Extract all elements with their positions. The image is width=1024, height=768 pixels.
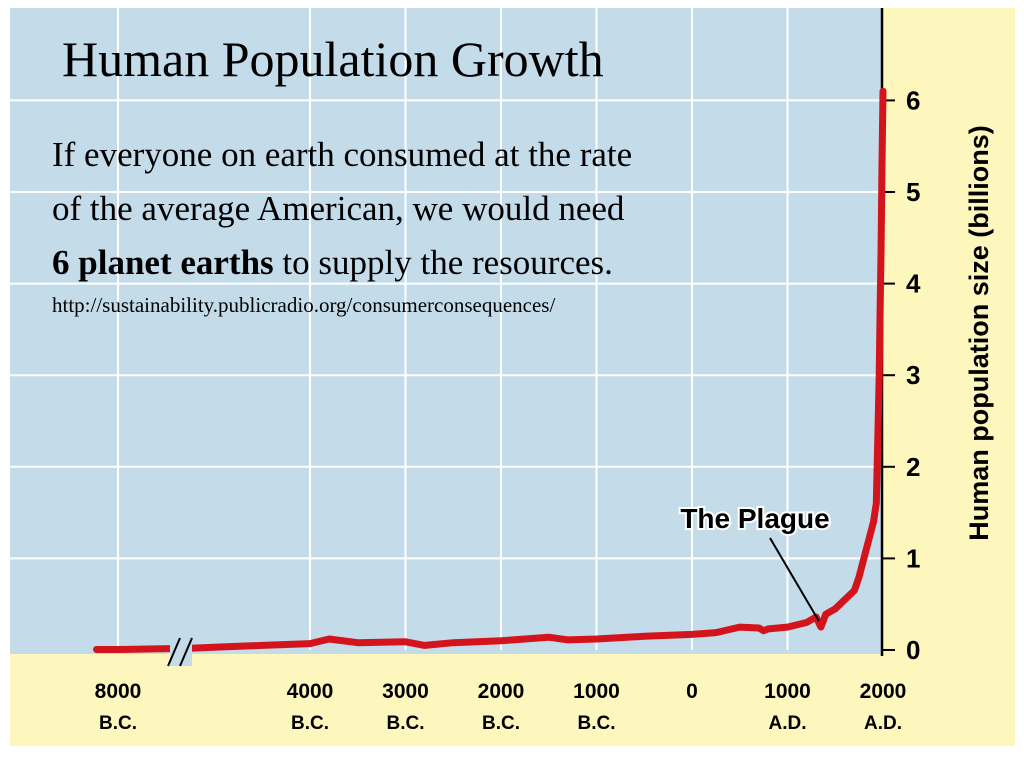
x-tick-era-label: B.C. (99, 713, 137, 734)
page-title: Human Population Growth (62, 31, 604, 87)
note-line-3: 6 planet earths to supply the resources. (52, 236, 822, 290)
y-tick-label: 4 (906, 269, 921, 299)
plague-annotation-label: The Plague (680, 503, 829, 534)
axis-break-slash (167, 637, 181, 667)
source-url[interactable]: http://sustainability.publicradio.org/co… (52, 293, 556, 317)
y-axis-label: Human population size (billions) (964, 125, 994, 541)
x-tick-era-label: B.C. (482, 713, 520, 734)
consumption-note: If everyone on earth consumed at the rat… (52, 128, 822, 290)
y-tick-label: 3 (906, 360, 920, 390)
series-group (93, 87, 887, 653)
y-tick-label: 6 (906, 85, 920, 115)
annotation-group: The Plague (678, 501, 832, 622)
y-tick-label: 0 (906, 635, 920, 665)
x-tick-era-label: B.C. (291, 713, 329, 734)
x-tick-label: 4000 (287, 680, 334, 703)
note-line-1: If everyone on earth consumed at the rat… (52, 135, 633, 174)
x-tick-era-label: A.D. (769, 713, 807, 734)
note-line-2: of the average American, we would need (52, 189, 625, 228)
plague-pointer-line (769, 537, 820, 622)
population-series-line (93, 87, 887, 653)
x-tick-label: 8000 (95, 680, 142, 703)
x-axis-ticks: 8000 B.C. 4000 B.C. 3000 B.C. 2000 B.C. 1000 B.C.… (95, 680, 907, 734)
x-tick-label: 1000 (573, 680, 620, 703)
x-tick-label: 3000 (382, 680, 429, 703)
x-tick-label: 2000 (478, 680, 525, 703)
y-tick-label: 5 (906, 177, 920, 207)
note-rest-text: to supply the resources. (273, 243, 613, 282)
y-tick-label: 1 (906, 543, 920, 573)
y-tick-label: 2 (906, 452, 920, 482)
axis-break-gap (170, 638, 192, 666)
x-tick-label: 1000 (764, 680, 811, 703)
x-tick-era-label: B.C. (387, 713, 425, 734)
note-bold-text: 6 planet earths (52, 243, 274, 282)
axis-break-slash (179, 637, 193, 667)
x-tick-era-label: B.C. (578, 713, 616, 734)
x-tick-era-label: A.D. (864, 713, 902, 734)
gridlines (10, 8, 882, 650)
axis-break-marker (167, 637, 193, 667)
x-tick-label: 2000 (860, 680, 907, 703)
y-axis-ticks: 0 1 2 3 4 5 6 (882, 85, 921, 665)
plot-area (10, 8, 882, 654)
x-tick-label: 0 (686, 680, 698, 703)
